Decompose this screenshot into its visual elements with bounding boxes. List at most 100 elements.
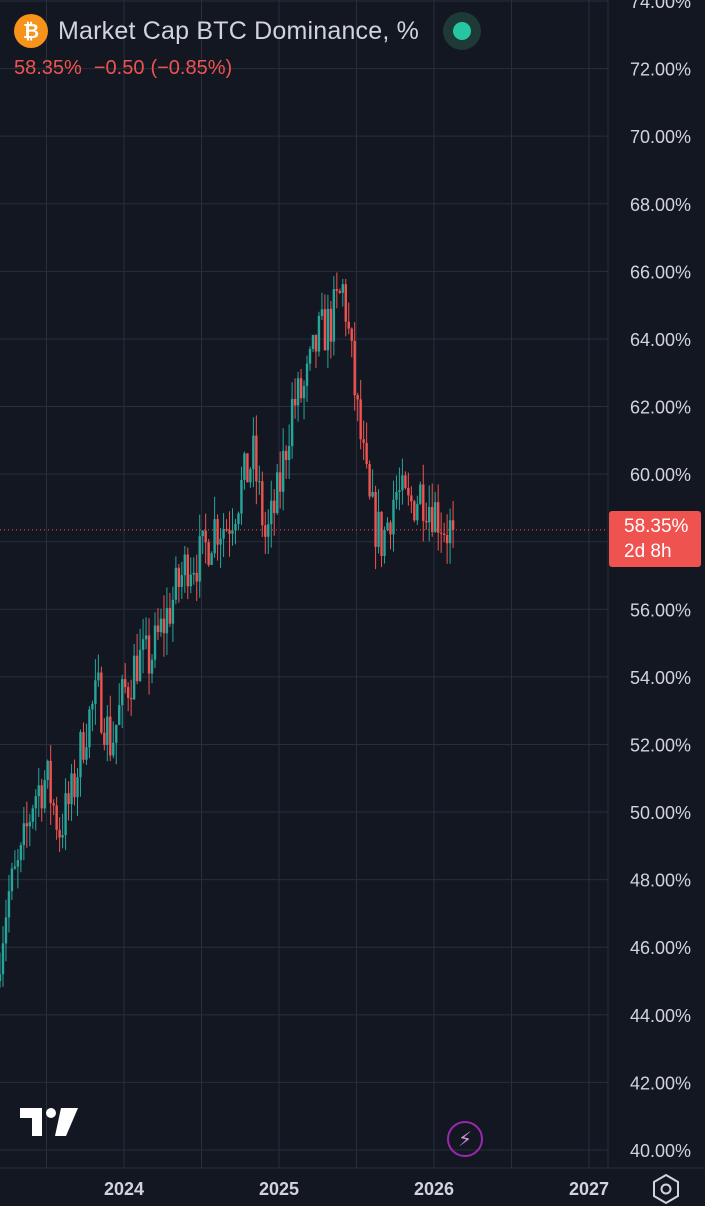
candle-body — [433, 502, 437, 532]
candle-body — [365, 442, 368, 465]
candle-body — [7, 891, 11, 918]
candle-body — [115, 724, 118, 743]
candle-body — [198, 536, 201, 582]
candle-body — [338, 290, 342, 293]
candle-body — [153, 625, 157, 660]
candle-body — [287, 446, 291, 461]
candle-body — [189, 574, 192, 587]
candle-body — [85, 747, 88, 760]
candle-body — [82, 732, 85, 760]
candle-body — [305, 363, 309, 386]
candle-body — [231, 530, 234, 534]
live-indicator-icon[interactable] — [443, 12, 482, 50]
candle-body — [368, 464, 371, 497]
bitcoin-icon: ₿ — [14, 14, 48, 48]
candle-body — [335, 289, 339, 291]
candle-body — [207, 542, 210, 565]
candle-body — [386, 522, 389, 530]
candle-body — [225, 528, 228, 531]
candle-body — [299, 378, 303, 399]
candle-body — [314, 334, 318, 352]
candle-body — [213, 519, 216, 554]
candle-body — [377, 511, 380, 547]
candle-body — [442, 533, 446, 535]
candle-body — [371, 491, 374, 497]
candle-body — [156, 625, 160, 633]
y-tick-label: 42.00% — [630, 1073, 691, 1093]
candle-body — [273, 500, 276, 514]
candle-body — [159, 618, 163, 633]
candle-body — [383, 529, 386, 556]
candle-body — [58, 829, 61, 838]
tradingview-logo-icon — [20, 1108, 78, 1136]
candle-body — [267, 524, 270, 537]
candle-body — [249, 469, 252, 483]
candle-body — [67, 793, 70, 805]
candle-body — [356, 395, 359, 400]
y-tick-label: 44.00% — [630, 1006, 691, 1026]
candle-body — [168, 608, 172, 624]
candle-body — [103, 732, 106, 745]
candle-body — [31, 808, 34, 822]
lightning-icon[interactable]: ⚡ — [447, 1121, 483, 1157]
candle-body — [123, 679, 127, 688]
candle-body — [445, 534, 449, 544]
candle-body — [186, 554, 189, 587]
candle-body — [135, 655, 139, 682]
candle-body — [94, 680, 97, 704]
y-tick-label: 50.00% — [630, 803, 691, 823]
candle-body — [258, 481, 261, 483]
candle-body — [19, 845, 23, 861]
candle-body — [436, 502, 440, 533]
candle-body — [431, 506, 434, 532]
candle-body — [317, 315, 321, 352]
candle-body — [347, 321, 350, 329]
candle-body — [177, 567, 181, 587]
candle-body — [112, 742, 115, 756]
candle-body — [76, 777, 79, 798]
candle-body — [243, 453, 246, 480]
candle-body — [407, 487, 410, 496]
candle-body — [240, 479, 243, 514]
candle-body — [64, 793, 67, 836]
x-tick-label: 2024 — [104, 1179, 144, 1199]
candle-body — [46, 760, 49, 781]
candle-body — [237, 513, 240, 524]
candle-body — [138, 649, 142, 682]
candle-body — [353, 340, 356, 396]
candle-body — [192, 572, 195, 575]
settings-icon[interactable] — [649, 1172, 683, 1206]
y-tick-label: 74.00% — [630, 0, 691, 12]
y-tick-label: 68.00% — [630, 195, 691, 215]
y-tick-label: 70.00% — [630, 127, 691, 147]
candle-body — [88, 709, 91, 748]
change-value: −0.50 — [93, 57, 145, 79]
candle-body — [70, 773, 73, 805]
candle-body — [413, 501, 416, 521]
y-tick-label: 60.00% — [630, 465, 691, 485]
y-tick-label: 64.00% — [630, 330, 691, 350]
y-tick-label: 72.00% — [630, 60, 691, 80]
candle-body — [97, 672, 100, 681]
candle-body — [329, 308, 333, 342]
candle-body — [422, 484, 425, 521]
y-tick-label: 46.00% — [630, 938, 691, 958]
candle-body — [49, 760, 52, 804]
candle-body — [350, 328, 353, 341]
candle-body — [264, 525, 267, 537]
candle-body — [79, 732, 82, 778]
candle-body — [281, 450, 285, 492]
candle-body — [37, 785, 40, 797]
y-tick-label: 66.00% — [630, 262, 691, 282]
candle-body — [326, 308, 330, 351]
candle-body — [293, 398, 297, 406]
candle-body — [419, 484, 422, 504]
candle-body — [174, 567, 178, 600]
candle-body — [320, 309, 324, 316]
candle-body — [341, 284, 344, 293]
candle-body — [34, 796, 37, 809]
last-value: 58.35% — [14, 57, 82, 79]
candle-body — [16, 860, 20, 867]
